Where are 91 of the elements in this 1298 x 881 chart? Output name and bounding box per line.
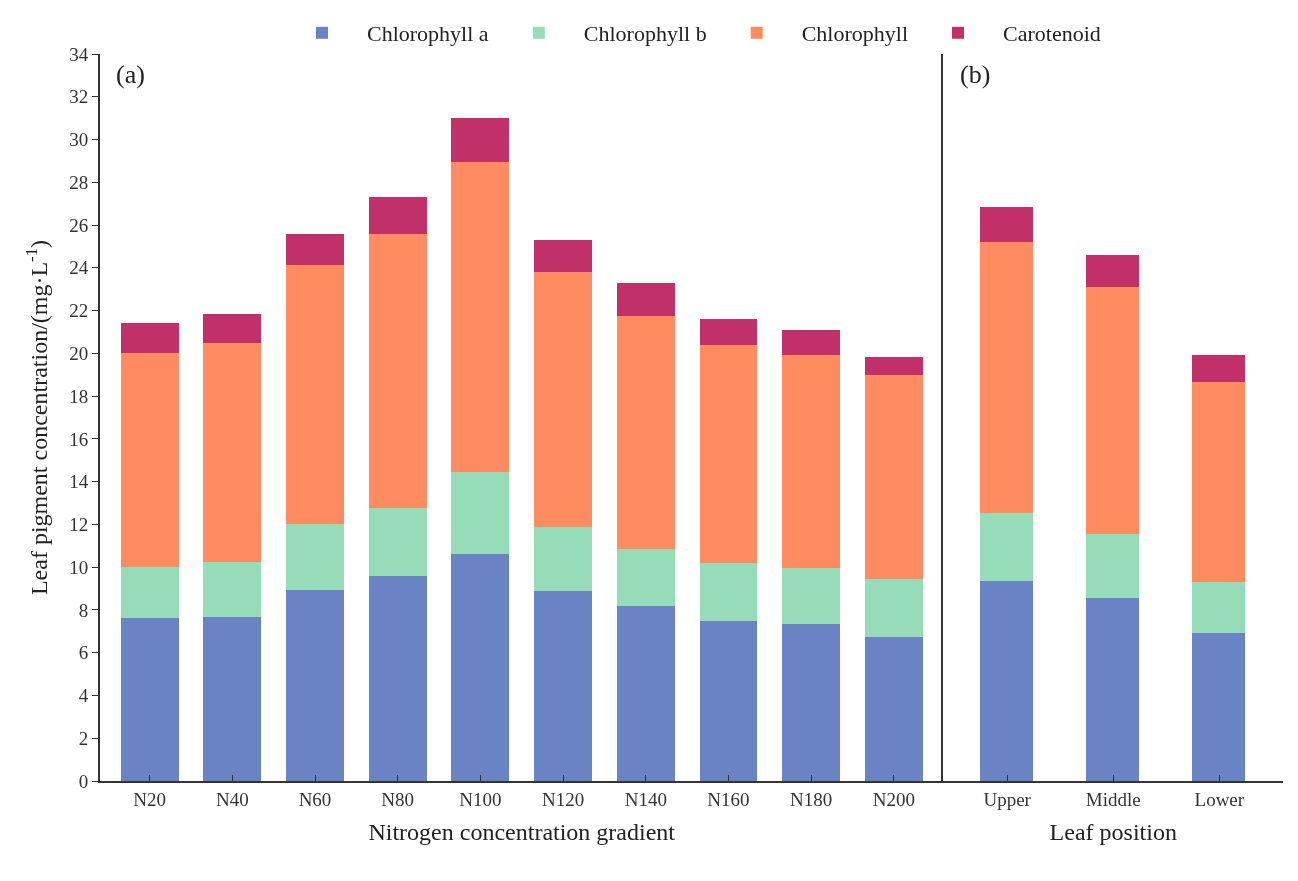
bar — [865, 375, 923, 579]
bar — [980, 242, 1034, 513]
bar — [782, 568, 840, 624]
y-tick-label: 14 — [69, 471, 89, 493]
bar — [451, 472, 509, 554]
bar — [451, 162, 509, 472]
x-tick-label: N100 — [459, 788, 502, 810]
bar — [1086, 598, 1140, 781]
x-tick-label: Middle — [1085, 788, 1141, 810]
x-tick-label: Upper — [983, 788, 1032, 810]
bar — [534, 240, 592, 272]
bar — [369, 234, 427, 508]
x-tick-label: N80 — [381, 788, 415, 810]
bar — [286, 524, 344, 590]
x-tick-label: N200 — [872, 788, 915, 810]
y-tick-label: 8 — [78, 599, 89, 621]
bar — [286, 234, 344, 265]
legend-label: Chlorophyll b — [583, 21, 707, 47]
annotation: (b) — [960, 60, 991, 89]
x-tick-label: N20 — [133, 788, 166, 810]
bar — [1192, 355, 1246, 382]
bar — [700, 319, 757, 345]
bar — [369, 508, 427, 576]
bar — [451, 118, 509, 162]
bar — [782, 330, 840, 355]
bar — [865, 579, 923, 637]
bar — [782, 624, 840, 781]
x-tick-label: N180 — [790, 788, 833, 810]
bar — [203, 617, 261, 781]
bar — [617, 549, 675, 606]
y-tick-label: 18 — [69, 385, 89, 407]
y-tick-label: 12 — [69, 514, 89, 536]
bar — [534, 591, 592, 781]
bar — [1192, 382, 1246, 582]
legend-label: Chlorophyll a — [367, 21, 489, 47]
bar — [203, 343, 261, 562]
bar — [121, 323, 179, 353]
bar — [782, 355, 840, 568]
y-tick-label: 20 — [69, 343, 89, 364]
bar — [617, 283, 675, 316]
y-tick-label: 22 — [69, 300, 89, 322]
y-tick-label: 4 — [78, 685, 89, 707]
bar — [1086, 287, 1140, 534]
y-tick-label: 34 — [69, 43, 89, 65]
y-tick-label: 28 — [69, 171, 89, 193]
x-tick-label: N140 — [624, 788, 667, 810]
x-tick-label: N160 — [707, 788, 750, 810]
bar — [286, 590, 344, 781]
y-tick-label: 24 — [69, 257, 89, 279]
y-tick-label: 6 — [78, 642, 89, 664]
bar — [121, 618, 179, 781]
y-tick-label: 0 — [78, 770, 89, 792]
legend-label: Carotenoid — [1003, 21, 1101, 47]
y-tick-label: 32 — [69, 86, 89, 108]
bar — [980, 513, 1034, 581]
bar — [121, 353, 179, 567]
annotation: (a) — [116, 60, 145, 89]
bar — [1086, 534, 1140, 598]
bar — [617, 316, 675, 549]
x-tick-label: N40 — [215, 788, 249, 810]
x-tick-label: N120 — [541, 788, 585, 810]
bar — [1192, 582, 1246, 633]
bar — [121, 567, 179, 618]
bar — [980, 581, 1034, 781]
y-tick-label: 10 — [69, 556, 89, 578]
bar — [865, 357, 923, 375]
bar — [534, 272, 592, 527]
bar — [534, 527, 592, 591]
x-tick-label: Lower — [1194, 788, 1245, 810]
bar — [1192, 633, 1246, 781]
bar — [286, 265, 344, 524]
bar — [369, 197, 427, 234]
bar — [617, 606, 675, 781]
bar — [203, 562, 261, 617]
x-tick-label: N60 — [298, 788, 332, 810]
bar — [203, 314, 261, 343]
bar — [700, 345, 757, 563]
bar — [865, 637, 923, 781]
x-axis-title: Leaf position — [1049, 818, 1177, 845]
y-tick-label: 30 — [69, 129, 89, 151]
x-axis-title: Nitrogen concentration gradient — [368, 818, 676, 845]
bar — [369, 576, 427, 781]
bar — [700, 621, 757, 781]
bar — [1086, 255, 1140, 287]
bar — [980, 207, 1034, 242]
legend-label: Chlorophyll — [801, 21, 909, 47]
y-tick-label: 26 — [69, 214, 89, 236]
bar — [700, 563, 757, 621]
y-tick-label: 2 — [78, 727, 89, 749]
bar — [451, 554, 509, 781]
y-tick-label: 16 — [69, 428, 89, 450]
